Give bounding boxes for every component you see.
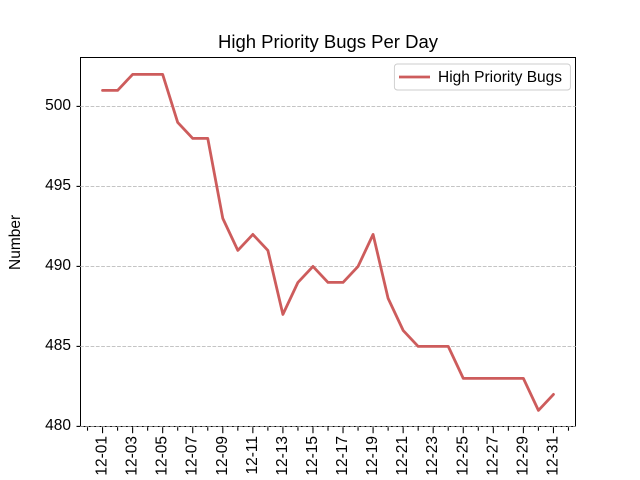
svg-text:12-01: 12-01 xyxy=(94,436,111,476)
svg-text:12-05: 12-05 xyxy=(154,436,171,476)
svg-text:12-29: 12-29 xyxy=(514,436,531,476)
svg-text:12-07: 12-07 xyxy=(184,436,201,476)
svg-text:12-11: 12-11 xyxy=(244,436,261,475)
svg-text:High Priority Bugs Per Day: High Priority Bugs Per Day xyxy=(218,31,439,52)
svg-text:12-03: 12-03 xyxy=(124,436,141,476)
svg-text:12-13: 12-13 xyxy=(274,436,291,476)
svg-text:12-17: 12-17 xyxy=(334,436,351,476)
svg-text:480: 480 xyxy=(45,417,71,434)
svg-text:485: 485 xyxy=(45,337,71,354)
svg-text:12-09: 12-09 xyxy=(214,436,231,476)
svg-text:12-21: 12-21 xyxy=(394,436,411,476)
svg-text:12-23: 12-23 xyxy=(424,436,441,476)
svg-text:12-31: 12-31 xyxy=(545,436,562,476)
svg-text:495: 495 xyxy=(45,177,71,194)
svg-text:12-25: 12-25 xyxy=(454,436,471,476)
svg-text:500: 500 xyxy=(45,97,71,114)
svg-text:490: 490 xyxy=(45,257,71,274)
svg-text:Number: Number xyxy=(7,215,24,270)
svg-text:High Priority Bugs: High Priority Bugs xyxy=(438,69,562,86)
svg-text:12-15: 12-15 xyxy=(304,436,321,476)
svg-text:12-19: 12-19 xyxy=(364,436,381,476)
svg-text:12-27: 12-27 xyxy=(484,436,501,476)
